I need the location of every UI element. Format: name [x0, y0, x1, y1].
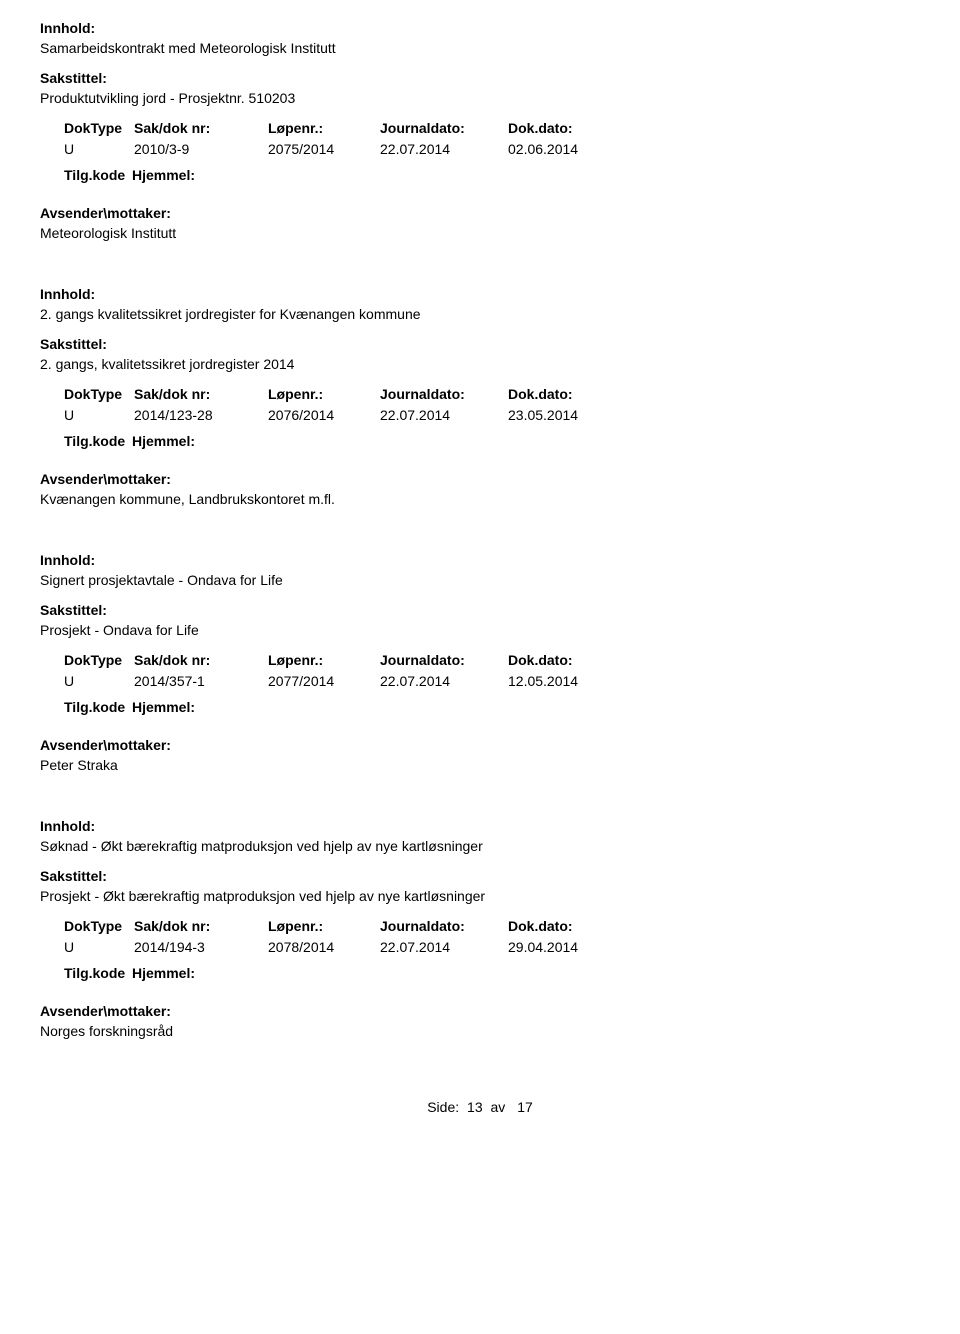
sakstittel-value: 2. gangs, kvalitetssikret jordregister 2…	[40, 356, 920, 372]
tilg-row: Tilg.kode Hjemmel:	[40, 965, 920, 981]
journaldato-value: 22.07.2014	[380, 407, 508, 423]
table-row: U 2010/3-9 2075/2014 22.07.2014 02.06.20…	[40, 141, 920, 157]
avsender-label: Avsender\mottaker:	[40, 737, 920, 753]
journaldato-value: 22.07.2014	[380, 141, 508, 157]
table-header: DokType Sak/dok nr: Løpenr.: Journaldato…	[40, 386, 920, 402]
table-row: U 2014/194-3 2078/2014 22.07.2014 29.04.…	[40, 939, 920, 955]
table-row: U 2014/357-1 2077/2014 22.07.2014 12.05.…	[40, 673, 920, 689]
doktype-header: DokType	[64, 652, 134, 668]
journaldato-value: 22.07.2014	[380, 673, 508, 689]
lopenr-header: Løpenr.:	[268, 918, 380, 934]
saknr-value: 2014/357-1	[134, 673, 268, 689]
tilg-row: Tilg.kode Hjemmel:	[40, 433, 920, 449]
innhold-label: Innhold:	[40, 20, 920, 36]
dokdato-value: 02.06.2014	[508, 141, 628, 157]
tilgkode-label: Tilg.kode	[64, 433, 132, 449]
doktype-header: DokType	[64, 918, 134, 934]
doktype-value: U	[64, 141, 134, 157]
lopenr-header: Løpenr.:	[268, 120, 380, 136]
doktype-value: U	[64, 407, 134, 423]
page-total: 17	[517, 1099, 533, 1115]
journaldato-header: Journaldato:	[380, 652, 508, 668]
hjemmel-label: Hjemmel:	[132, 965, 195, 981]
saknr-value: 2014/194-3	[134, 939, 268, 955]
doktype-header: DokType	[64, 120, 134, 136]
tilgkode-label: Tilg.kode	[64, 699, 132, 715]
innhold-label: Innhold:	[40, 552, 920, 568]
journaldato-header: Journaldato:	[380, 918, 508, 934]
table-header: DokType Sak/dok nr: Løpenr.: Journaldato…	[40, 918, 920, 934]
innhold-value: Søknad - Økt bærekraftig matproduksjon v…	[40, 838, 920, 854]
record: Innhold: Søknad - Økt bærekraftig matpro…	[40, 818, 920, 1039]
sakstittel-label: Sakstittel:	[40, 336, 920, 352]
avsender-value: Peter Straka	[40, 757, 920, 773]
saknr-header: Sak/dok nr:	[134, 652, 268, 668]
table-header: DokType Sak/dok nr: Løpenr.: Journaldato…	[40, 652, 920, 668]
dokdato-value: 12.05.2014	[508, 673, 628, 689]
innhold-value: 2. gangs kvalitetssikret jordregister fo…	[40, 306, 920, 322]
innhold-value: Signert prosjektavtale - Ondava for Life	[40, 572, 920, 588]
side-label: Side:	[427, 1099, 459, 1115]
lopenr-value: 2078/2014	[268, 939, 380, 955]
innhold-label: Innhold:	[40, 818, 920, 834]
saknr-header: Sak/dok nr:	[134, 918, 268, 934]
innhold-value: Samarbeidskontrakt med Meteorologisk Ins…	[40, 40, 920, 56]
innhold-label: Innhold:	[40, 286, 920, 302]
doktype-value: U	[64, 673, 134, 689]
tilgkode-label: Tilg.kode	[64, 167, 132, 183]
avsender-value: Meteorologisk Institutt	[40, 225, 920, 241]
record: Innhold: 2. gangs kvalitetssikret jordre…	[40, 286, 920, 507]
sakstittel-label: Sakstittel:	[40, 602, 920, 618]
page-number: 13	[467, 1099, 483, 1115]
hjemmel-label: Hjemmel:	[132, 167, 195, 183]
journaldato-header: Journaldato:	[380, 120, 508, 136]
sakstittel-value: Produktutvikling jord - Prosjektnr. 5102…	[40, 90, 920, 106]
dokdato-header: Dok.dato:	[508, 120, 628, 136]
tilg-row: Tilg.kode Hjemmel:	[40, 167, 920, 183]
dokdato-value: 23.05.2014	[508, 407, 628, 423]
avsender-value: Kvænangen kommune, Landbrukskontoret m.f…	[40, 491, 920, 507]
lopenr-value: 2075/2014	[268, 141, 380, 157]
lopenr-value: 2076/2014	[268, 407, 380, 423]
sakstittel-value: Prosjekt - Økt bærekraftig matproduksjon…	[40, 888, 920, 904]
lopenr-header: Løpenr.:	[268, 652, 380, 668]
saknr-header: Sak/dok nr:	[134, 120, 268, 136]
dokdato-header: Dok.dato:	[508, 918, 628, 934]
dokdato-header: Dok.dato:	[508, 386, 628, 402]
avsender-label: Avsender\mottaker:	[40, 1003, 920, 1019]
page-footer: Side: 13 av 17	[40, 1099, 920, 1115]
lopenr-value: 2077/2014	[268, 673, 380, 689]
saknr-value: 2010/3-9	[134, 141, 268, 157]
avsender-label: Avsender\mottaker:	[40, 471, 920, 487]
table-header: DokType Sak/dok nr: Løpenr.: Journaldato…	[40, 120, 920, 136]
doktype-header: DokType	[64, 386, 134, 402]
journaldato-value: 22.07.2014	[380, 939, 508, 955]
sakstittel-label: Sakstittel:	[40, 70, 920, 86]
saknr-value: 2014/123-28	[134, 407, 268, 423]
sakstittel-value: Prosjekt - Ondava for Life	[40, 622, 920, 638]
avsender-value: Norges forskningsråd	[40, 1023, 920, 1039]
sakstittel-label: Sakstittel:	[40, 868, 920, 884]
table-row: U 2014/123-28 2076/2014 22.07.2014 23.05…	[40, 407, 920, 423]
saknr-header: Sak/dok nr:	[134, 386, 268, 402]
av-label: av	[491, 1099, 506, 1115]
dokdato-header: Dok.dato:	[508, 652, 628, 668]
lopenr-header: Løpenr.:	[268, 386, 380, 402]
hjemmel-label: Hjemmel:	[132, 433, 195, 449]
doktype-value: U	[64, 939, 134, 955]
journaldato-header: Journaldato:	[380, 386, 508, 402]
record: Innhold: Signert prosjektavtale - Ondava…	[40, 552, 920, 773]
avsender-label: Avsender\mottaker:	[40, 205, 920, 221]
record: Innhold: Samarbeidskontrakt med Meteorol…	[40, 20, 920, 241]
hjemmel-label: Hjemmel:	[132, 699, 195, 715]
tilgkode-label: Tilg.kode	[64, 965, 132, 981]
tilg-row: Tilg.kode Hjemmel:	[40, 699, 920, 715]
dokdato-value: 29.04.2014	[508, 939, 628, 955]
